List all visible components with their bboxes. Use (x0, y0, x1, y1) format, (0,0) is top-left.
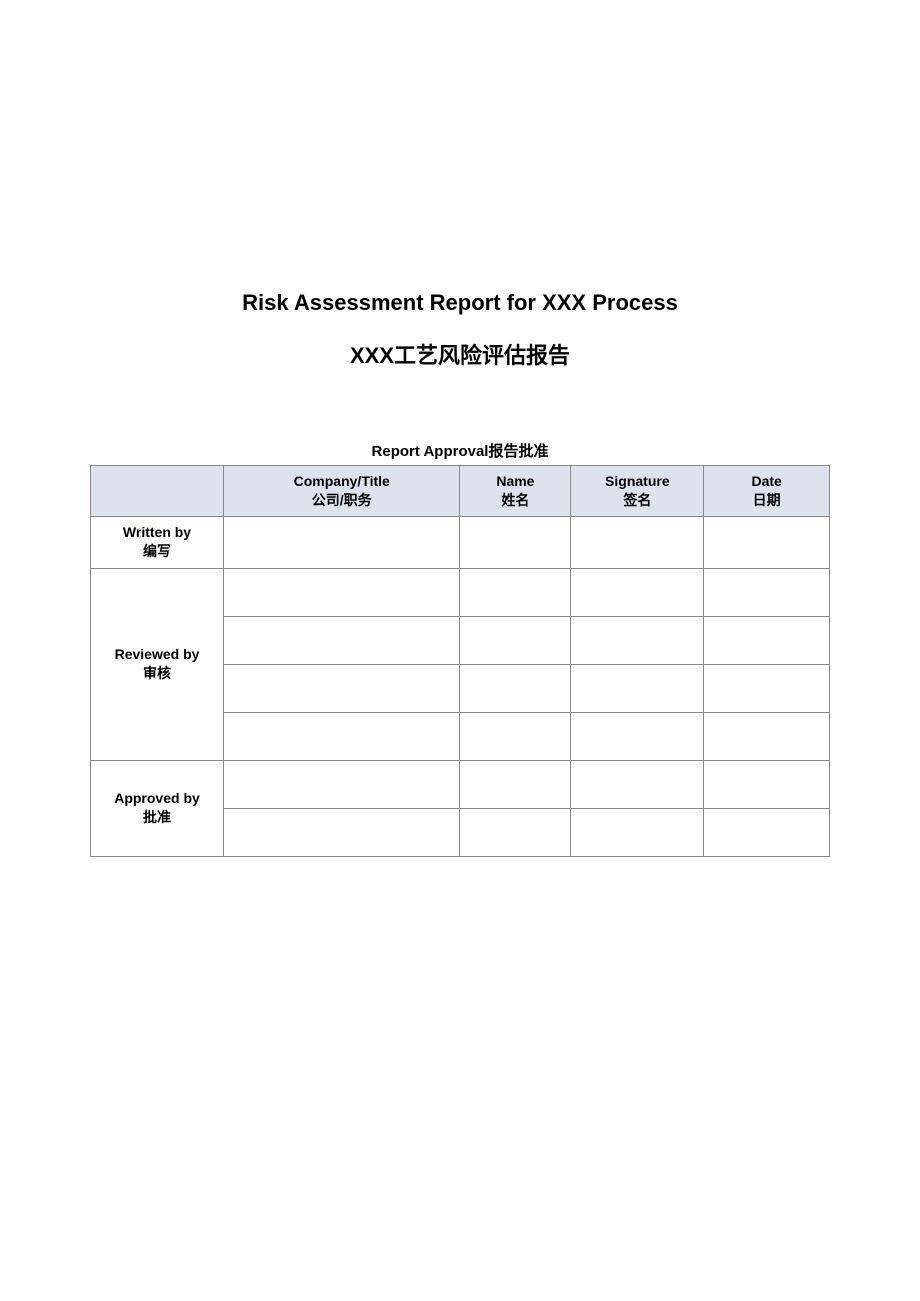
header-name-en: Name (496, 473, 534, 489)
approval-table: Company/Title 公司/职务 Name 姓名 Signature 签名… (90, 465, 830, 857)
role-reviewed-cn: 审核 (143, 665, 171, 681)
written-name (460, 516, 571, 568)
role-written: Written by 编写 (91, 516, 224, 568)
written-company (224, 516, 460, 568)
table-caption: Report Approval报告批准 (90, 440, 830, 461)
table-row: Written by 编写 (91, 516, 830, 568)
reviewed-company-4 (224, 712, 460, 760)
reviewed-name-4 (460, 712, 571, 760)
reviewed-date-3 (704, 664, 830, 712)
approved-signature-1 (571, 760, 704, 808)
approved-name-1 (460, 760, 571, 808)
header-signature-cn: 签名 (623, 492, 651, 508)
reviewed-company-3 (224, 664, 460, 712)
approved-date-1 (704, 760, 830, 808)
table-header-row: Company/Title 公司/职务 Name 姓名 Signature 签名… (91, 466, 830, 517)
reviewed-date-1 (704, 568, 830, 616)
title-chinese: XXX工艺风险评估报告 (90, 338, 830, 370)
reviewed-signature-4 (571, 712, 704, 760)
approved-company-1 (224, 760, 460, 808)
header-signature-en: Signature (605, 473, 670, 489)
title-english: Risk Assessment Report for XXX Process (90, 290, 830, 316)
approved-date-2 (704, 808, 830, 856)
role-reviewed: Reviewed by 审核 (91, 568, 224, 760)
role-written-en: Written by (123, 524, 191, 540)
reviewed-date-4 (704, 712, 830, 760)
header-company-en: Company/Title (294, 473, 390, 489)
role-written-cn: 编写 (143, 543, 171, 559)
table-row: Reviewed by 审核 (91, 568, 830, 616)
approved-name-2 (460, 808, 571, 856)
reviewed-company-2 (224, 616, 460, 664)
table-row: Approved by 批准 (91, 760, 830, 808)
header-date-en: Date (751, 473, 781, 489)
header-company: Company/Title 公司/职务 (224, 466, 460, 517)
header-role-blank (91, 466, 224, 517)
role-approved-en: Approved by (114, 790, 200, 806)
header-company-cn: 公司/职务 (312, 492, 372, 508)
reviewed-name-1 (460, 568, 571, 616)
reviewed-name-2 (460, 616, 571, 664)
header-name: Name 姓名 (460, 466, 571, 517)
role-approved-cn: 批准 (143, 809, 171, 825)
reviewed-date-2 (704, 616, 830, 664)
role-approved: Approved by 批准 (91, 760, 224, 856)
reviewed-signature-1 (571, 568, 704, 616)
reviewed-name-3 (460, 664, 571, 712)
reviewed-company-1 (224, 568, 460, 616)
reviewed-signature-2 (571, 616, 704, 664)
document-page: Risk Assessment Report for XXX Process X… (0, 0, 920, 857)
header-date: Date 日期 (704, 466, 830, 517)
approved-company-2 (224, 808, 460, 856)
written-signature (571, 516, 704, 568)
approved-signature-2 (571, 808, 704, 856)
header-name-cn: 姓名 (501, 492, 529, 508)
header-date-cn: 日期 (753, 492, 781, 508)
header-signature: Signature 签名 (571, 466, 704, 517)
written-date (704, 516, 830, 568)
role-reviewed-en: Reviewed by (115, 646, 200, 662)
reviewed-signature-3 (571, 664, 704, 712)
